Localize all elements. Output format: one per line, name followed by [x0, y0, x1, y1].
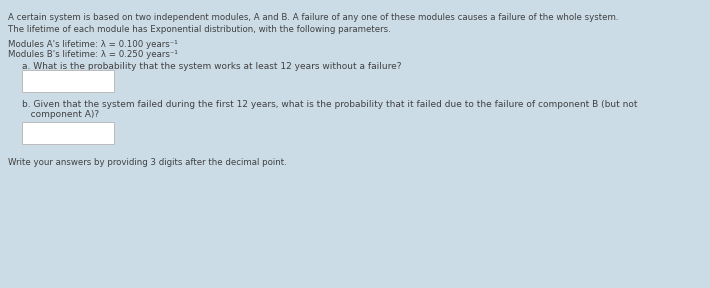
FancyBboxPatch shape [22, 70, 114, 92]
FancyBboxPatch shape [22, 122, 114, 144]
Text: a. What is the probability that the system works at least 12 years without a fai: a. What is the probability that the syst… [22, 62, 401, 71]
Text: A certain system is based on two independent modules, A and B. A failure of any : A certain system is based on two indepen… [8, 13, 618, 22]
Text: Modules A's lifetime: λ = 0.100 years⁻¹: Modules A's lifetime: λ = 0.100 years⁻¹ [8, 40, 178, 49]
Text: Write your answers by providing 3 digits after the decimal point.: Write your answers by providing 3 digits… [8, 158, 287, 167]
Text: b. Given that the system failed during the first 12 years, what is the probabili: b. Given that the system failed during t… [22, 100, 638, 109]
Text: component A)?: component A)? [22, 110, 99, 119]
Text: The lifetime of each module has Exponential distribution, with the following par: The lifetime of each module has Exponent… [8, 25, 390, 34]
Text: Modules B's lifetime: λ = 0.250 years⁻¹: Modules B's lifetime: λ = 0.250 years⁻¹ [8, 50, 178, 59]
